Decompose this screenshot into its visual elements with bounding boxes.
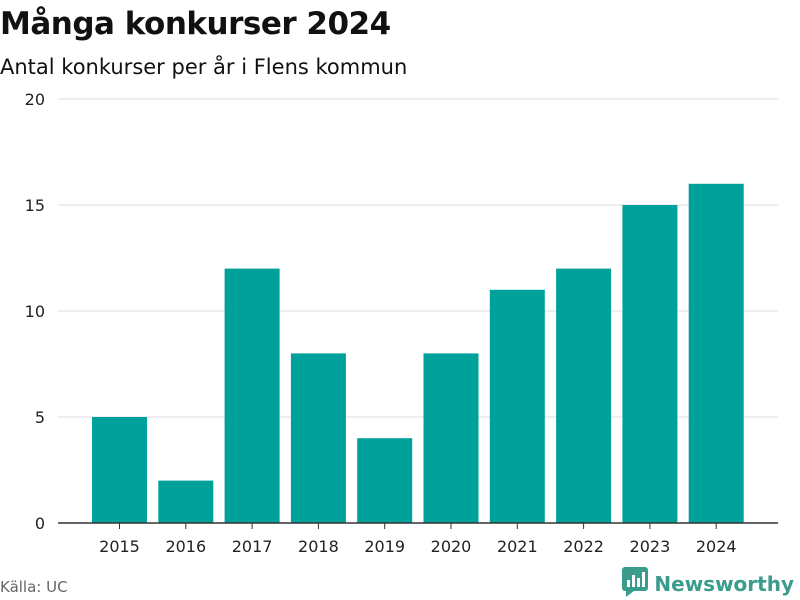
x-tick-label: 2021	[497, 537, 538, 556]
bar-2017	[224, 268, 280, 523]
x-tick-label: 2023	[630, 537, 671, 556]
y-tick-label: 5	[35, 408, 45, 427]
brand-name: Newsworthy	[654, 572, 794, 596]
bar-2015	[92, 417, 147, 523]
y-tick-label: 0	[35, 514, 45, 533]
bar-2023	[622, 205, 678, 523]
bar-2024	[688, 183, 744, 524]
bar-2018	[290, 353, 346, 523]
brand-logo: Newsworthy	[622, 567, 794, 600]
x-tick-label: 2018	[298, 537, 339, 556]
bar-2019	[357, 438, 413, 523]
newsworthy-logo-icon	[622, 567, 649, 600]
y-tick-label: 20	[25, 90, 45, 109]
x-tick-label: 2015	[99, 537, 140, 556]
x-tick-label: 2016	[165, 537, 206, 556]
bar-2016	[158, 480, 214, 523]
x-tick-label: 2022	[563, 537, 604, 556]
chart-title: Många konkurser 2024	[0, 6, 391, 42]
bar-2022	[556, 268, 612, 523]
bar-2020	[423, 353, 479, 523]
x-tick-label: 2017	[232, 537, 273, 556]
y-tick-label: 10	[25, 302, 45, 321]
x-tick-label: 2024	[696, 537, 737, 556]
x-tick-label: 2019	[364, 537, 405, 556]
source-note: Källa: UC	[0, 578, 68, 596]
bar-2021	[489, 289, 545, 523]
x-tick-label: 2020	[431, 537, 472, 556]
chart-subtitle: Antal konkurser per år i Flens kommun	[0, 55, 408, 79]
y-tick-label: 15	[25, 196, 45, 215]
